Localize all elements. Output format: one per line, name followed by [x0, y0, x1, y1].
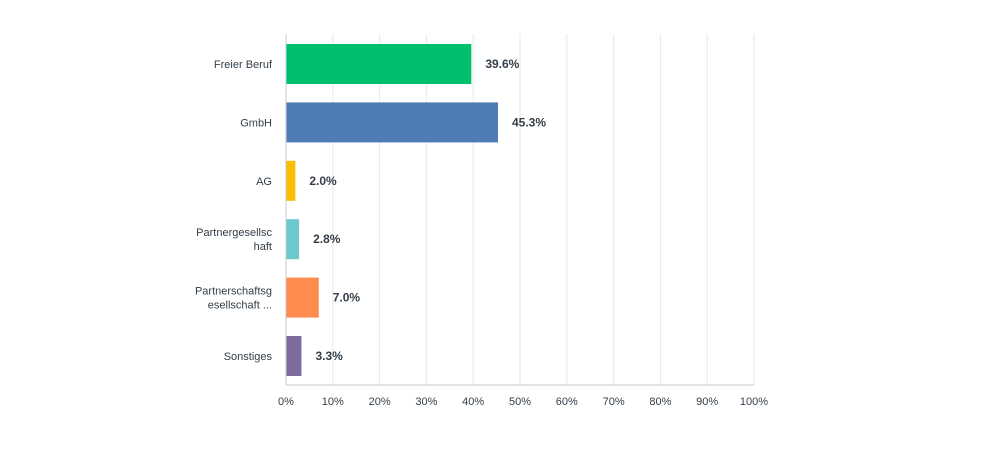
bar-0: [286, 44, 472, 84]
x-tick-label-60: 60%: [556, 396, 578, 408]
x-tick-label-40: 40%: [462, 396, 484, 408]
value-label-0: 39.6%: [485, 57, 519, 71]
category-label-0: Freier Beruf: [214, 59, 273, 71]
x-tick-label-100: 100%: [740, 396, 768, 408]
bar-5: [286, 336, 302, 376]
value-label-5: 3.3%: [315, 349, 343, 363]
value-label-2: 2.0%: [309, 174, 337, 188]
value-label-4: 7.0%: [333, 291, 361, 305]
category-label-2: AG: [256, 176, 272, 188]
grid-lines: [332, 34, 755, 385]
x-tick-label-80: 80%: [649, 396, 671, 408]
axes: [285, 34, 754, 386]
bar-3: [286, 219, 300, 260]
x-tick-label-70: 70%: [603, 396, 625, 408]
x-tick-label-50: 50%: [509, 396, 531, 408]
x-tick-label-90: 90%: [696, 396, 718, 408]
bars: [286, 44, 499, 376]
category-label-5: Sonstiges: [224, 351, 273, 363]
category-label-4: Partnerschaftsg esellschaft ...: [195, 286, 272, 312]
bar-1: [286, 102, 499, 143]
value-label-3: 2.8%: [313, 232, 341, 246]
x-tick-label-20: 20%: [369, 396, 391, 408]
x-tick-label-10: 10%: [322, 396, 344, 408]
x-tick-label-0: 0%: [278, 396, 294, 408]
category-label-1: GmbH: [240, 117, 272, 129]
bar-4: [286, 277, 319, 318]
labels: 0% 10% 20% 30% 40% 50% 60% 70% 80% 90% 100% 39.6% Fr…: [195, 57, 768, 408]
bar-2: [286, 160, 296, 201]
value-label-1: 45.3%: [512, 115, 546, 129]
category-label-3: Partnergesellsc haft: [196, 227, 272, 253]
x-tick-label-30: 30%: [415, 396, 437, 408]
